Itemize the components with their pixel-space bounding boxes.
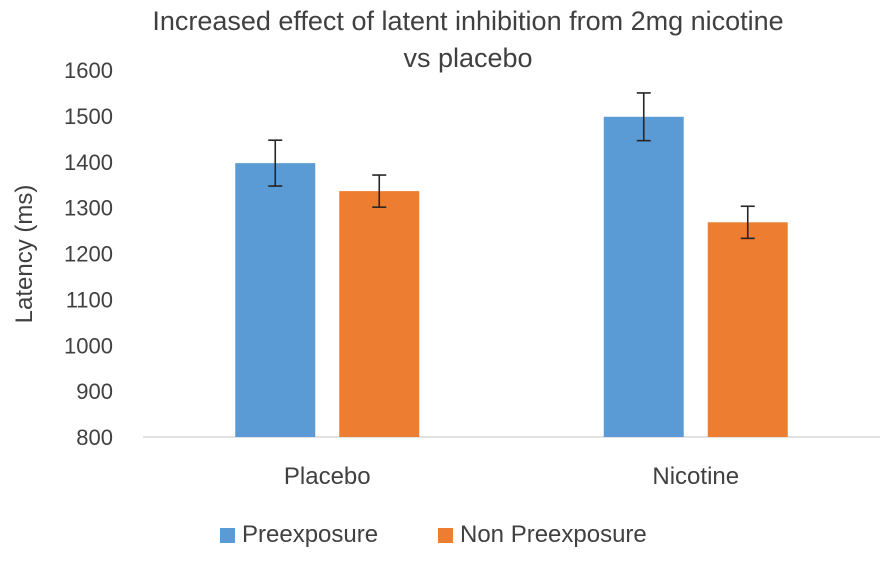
y-tick-label-1600: 1600 [64,58,113,83]
bar-non-preexposure-nicotine [707,222,788,437]
y-tick-label-1100: 1100 [66,287,113,312]
y-tick-label-900: 900 [76,379,113,404]
error-bar-preexposure-nicotine [636,92,651,142]
y-tick-label-800: 800 [76,425,113,450]
legend-label-non-preexposure: Non Preexposure [460,521,647,548]
bar-non-preexposure-placebo [339,191,420,437]
bar-preexposure-placebo [235,163,316,437]
category-labels: Placebo Nicotine [284,463,739,490]
y-tick-label-1000: 1000 [64,333,113,358]
error-bars [268,92,755,240]
category-label-nicotine: Nicotine [652,463,739,490]
error-bar-preexposure-placebo [268,139,283,187]
chart-title: Increased effect of latent inhibition fr… [152,6,783,73]
error-bar-non-preexposure-nicotine [740,205,755,240]
y-tick-label-1200: 1200 [64,242,113,267]
chart-title-line-2: vs placebo [403,43,532,73]
legend-swatch-non-preexposure [438,528,453,543]
y-axis-ticks: 800 900 1000 1100 1200 1300 1400 1500 1600 [64,58,113,450]
error-bar-non-preexposure-placebo [372,174,387,208]
y-tick-label-1400: 1400 [64,150,113,175]
y-axis-title: Latency (ms) [11,185,38,324]
bar-preexposure-nicotine [603,116,684,437]
y-tick-label-1500: 1500 [64,104,113,129]
bars [235,116,788,437]
legend-swatch-preexposure [220,528,235,543]
legend-label-preexposure: Preexposure [242,521,378,548]
category-label-placebo: Placebo [284,463,371,490]
chart-title-line-1: Increased effect of latent inhibition fr… [152,6,783,36]
y-tick-label-1300: 1300 [64,196,113,221]
legend: Preexposure Non Preexposure [220,521,647,548]
